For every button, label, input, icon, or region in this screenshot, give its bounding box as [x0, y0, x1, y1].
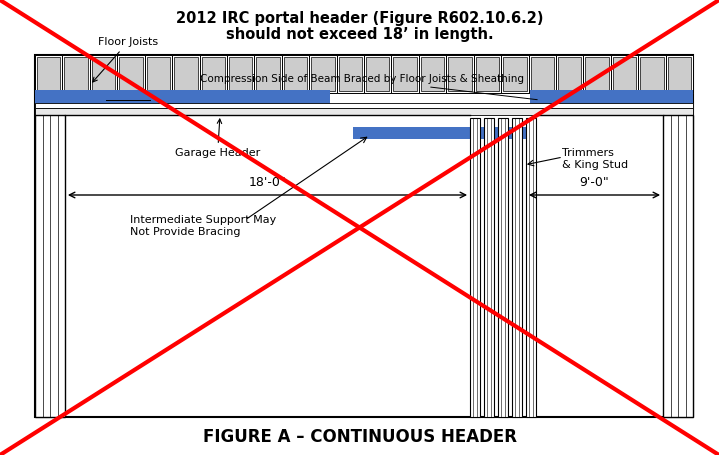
Bar [583, 55, 610, 93]
Bar [309, 55, 336, 93]
Bar [474, 55, 501, 93]
Bar [364, 55, 391, 93]
Bar [174, 57, 198, 91]
Bar [638, 55, 666, 93]
Text: Trimmers
& King Stud: Trimmers & King Stud [562, 148, 628, 170]
Bar [201, 57, 225, 91]
Bar [284, 57, 307, 91]
Bar [35, 90, 330, 104]
Bar [35, 115, 65, 417]
Text: 18'-0": 18'-0" [249, 176, 286, 189]
Bar [470, 118, 480, 417]
Bar [526, 118, 536, 417]
Bar [476, 57, 499, 91]
Bar [92, 57, 115, 91]
Bar [199, 55, 227, 93]
Bar [501, 55, 528, 93]
Bar [448, 57, 472, 91]
Text: should not exceed 18’ in length.: should not exceed 18’ in length. [226, 26, 494, 41]
Bar [556, 55, 583, 93]
Bar [663, 115, 693, 417]
Bar [145, 55, 172, 93]
Bar [37, 57, 60, 91]
Bar [530, 90, 693, 104]
Bar [255, 55, 282, 93]
Bar [282, 55, 309, 93]
Text: FIGURE A – CONTINUOUS HEADER: FIGURE A – CONTINUOUS HEADER [203, 428, 517, 446]
Bar [311, 57, 334, 91]
Bar [512, 118, 522, 417]
Text: Garage Header: Garage Header [175, 119, 260, 158]
Bar [498, 118, 508, 417]
Bar [65, 57, 88, 91]
Bar [353, 127, 528, 139]
Bar [393, 57, 417, 91]
Text: 2012 IRC portal header (Figure R602.10.6.2): 2012 IRC portal header (Figure R602.10.6… [176, 10, 544, 25]
Bar [117, 55, 145, 93]
Bar [90, 55, 117, 93]
Bar [35, 55, 63, 93]
Bar [336, 55, 364, 93]
Bar [667, 57, 691, 91]
Bar [421, 57, 444, 91]
Bar [119, 57, 142, 91]
Bar [147, 57, 170, 91]
Bar [419, 55, 446, 93]
Bar [227, 55, 255, 93]
Bar [63, 55, 90, 93]
Bar [528, 55, 556, 93]
Bar [640, 57, 664, 91]
Text: Intermediate Support May
Not Provide Bracing: Intermediate Support May Not Provide Bra… [130, 215, 276, 237]
Bar [35, 55, 693, 417]
Bar [558, 57, 582, 91]
Bar [446, 55, 474, 93]
Text: Compression Side of Beam Braced by Floor Joists & Sheathing: Compression Side of Beam Braced by Floor… [200, 74, 537, 100]
Bar [391, 55, 419, 93]
Text: Floor Joists: Floor Joists [93, 37, 158, 82]
Bar [339, 57, 362, 91]
Bar [257, 57, 280, 91]
Bar [666, 55, 693, 93]
Bar [35, 103, 693, 108]
Bar [172, 55, 199, 93]
Bar [484, 118, 494, 417]
Bar [613, 57, 636, 91]
Bar [503, 57, 526, 91]
Bar [35, 108, 693, 115]
Bar [531, 57, 554, 91]
Bar [229, 57, 252, 91]
Bar [366, 57, 390, 91]
Text: 9'-0": 9'-0" [580, 176, 610, 189]
Bar [610, 55, 638, 93]
Bar [585, 57, 609, 91]
